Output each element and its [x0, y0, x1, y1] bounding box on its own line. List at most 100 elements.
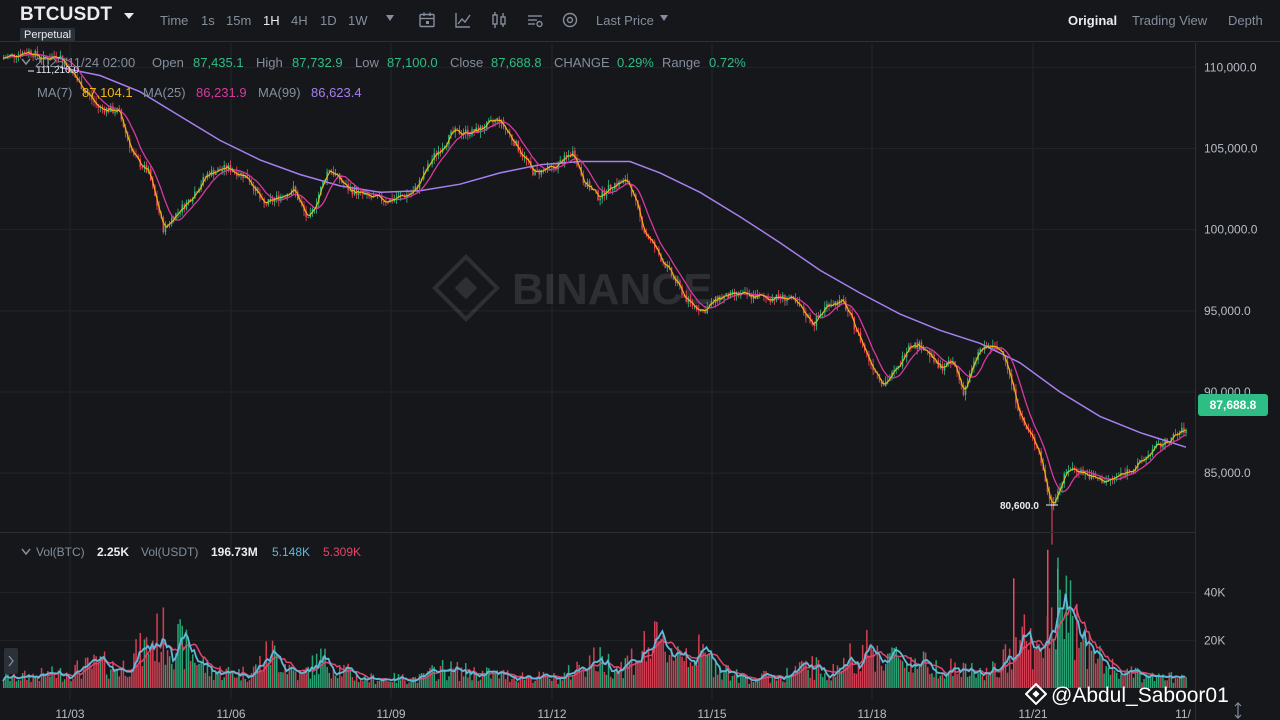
volume-bar [853, 673, 855, 688]
volume-bar [242, 666, 244, 688]
axis-scale-icon[interactable] [1234, 702, 1242, 719]
volume-bar [601, 656, 603, 688]
ma7-line [2, 51, 1186, 504]
volume-bar [391, 682, 393, 688]
volume-bar [202, 658, 204, 688]
timeframe-1d[interactable]: 1D [320, 13, 337, 28]
volume-bar [918, 664, 921, 688]
timeframe-1w[interactable]: 1W [348, 13, 368, 28]
candle-body [292, 186, 295, 192]
volume-bar [735, 669, 738, 688]
collapse-pane-icon[interactable] [4, 648, 18, 674]
view-depth[interactable]: Depth [1228, 13, 1263, 28]
volume-bar [1063, 639, 1065, 688]
more-timeframes-icon[interactable] [386, 15, 394, 21]
indicator-settings-icon[interactable] [526, 11, 544, 29]
candle-body [223, 165, 225, 171]
volume-bar [987, 674, 990, 688]
candle-body [532, 166, 534, 176]
volume-bar [456, 661, 459, 688]
view-trading-view[interactable]: Trading View [1132, 13, 1208, 28]
volume-bar [1168, 672, 1170, 688]
volume-bar [1166, 680, 1168, 688]
volume-bar [1053, 638, 1055, 688]
candle-body [1181, 427, 1183, 433]
volume-bar [378, 680, 381, 688]
volume-bar [45, 677, 47, 688]
volume-bar [395, 682, 398, 688]
volume-bar [194, 662, 196, 688]
price-source-dropdown-icon[interactable] [660, 15, 668, 21]
candle-body [72, 69, 74, 74]
candle-body [328, 170, 330, 172]
candle-body [1139, 460, 1141, 463]
candle-type-icon[interactable] [490, 11, 508, 29]
contract-type-badge: Perpetual [20, 28, 76, 42]
volume-bar [490, 678, 492, 688]
candle-body [280, 196, 282, 201]
candle-body [591, 188, 593, 190]
candle-body [215, 171, 217, 175]
candle-body [383, 201, 385, 203]
volume-bar [847, 665, 849, 688]
candle-body [962, 385, 965, 395]
candle-body [588, 181, 591, 190]
volume-bar [679, 650, 681, 688]
volume-bar [593, 647, 595, 688]
timeframe-1h[interactable]: 1H [263, 13, 280, 28]
volume-bar [347, 663, 349, 688]
volume-bar [1084, 631, 1086, 688]
candle-body [1124, 473, 1126, 476]
date-tick-label: 11/15 [697, 707, 726, 720]
volume-bar [830, 680, 832, 688]
price-source-selector[interactable]: Last Price [596, 13, 654, 28]
volume-bar [1092, 647, 1095, 688]
volume-bar [880, 665, 883, 688]
ma25-line [2, 53, 1186, 493]
line-chart-icon[interactable] [454, 11, 472, 29]
volume-bar [807, 669, 809, 688]
range-value: 0.72% [709, 55, 746, 70]
timeframe-1s[interactable]: 1s [201, 13, 215, 28]
vol-usdt-label: Vol(USDT) [141, 545, 199, 559]
volume-bar [826, 680, 828, 688]
price-tick-label: 100,000.0 [1204, 223, 1258, 237]
timeframe-15m[interactable]: 15m [226, 13, 252, 28]
volume-bar [635, 660, 637, 688]
volume-bar [116, 670, 118, 688]
collapse-volume-legend-icon[interactable] [21, 548, 31, 556]
volume-bar [280, 672, 282, 688]
volume-bar [1082, 633, 1084, 688]
volume-bar [276, 653, 278, 688]
collapse-legend-icon[interactable] [21, 58, 31, 66]
candle-body [82, 89, 85, 91]
volume-bar [1023, 614, 1026, 688]
volume-bar [1044, 643, 1047, 688]
volume-bar [1126, 668, 1128, 688]
volume-bar [362, 680, 364, 688]
volume-bar [664, 651, 666, 688]
volume-bar [662, 632, 664, 688]
volume-bar [488, 668, 490, 688]
timeframe-4h[interactable]: 4H [291, 13, 308, 28]
volume-bar [40, 668, 43, 688]
volume-bar [257, 670, 259, 688]
candlestick-chart[interactable]: BINANCE 110,000.0 105,000.0 100,000.0 95,00… [0, 43, 1280, 720]
symbol-selector[interactable]: BTCUSDT [20, 4, 113, 25]
volume-bar [210, 666, 213, 688]
volume-bar [956, 673, 958, 688]
volume-bar [1074, 660, 1076, 688]
candle-body [305, 210, 307, 217]
volume-bar [586, 670, 589, 688]
symbol-dropdown-icon[interactable] [124, 13, 134, 19]
candle-body [194, 191, 196, 199]
volume-bar [511, 678, 513, 688]
volume-bar [517, 682, 519, 688]
candle-body [903, 355, 906, 358]
settings-gear-icon[interactable] [561, 11, 579, 29]
calendar-icon[interactable] [418, 11, 436, 29]
volume-bar [515, 680, 517, 688]
view-original[interactable]: Original [1068, 13, 1118, 28]
candle-body [1147, 454, 1149, 457]
timeframe-time[interactable]: Time [160, 13, 189, 28]
